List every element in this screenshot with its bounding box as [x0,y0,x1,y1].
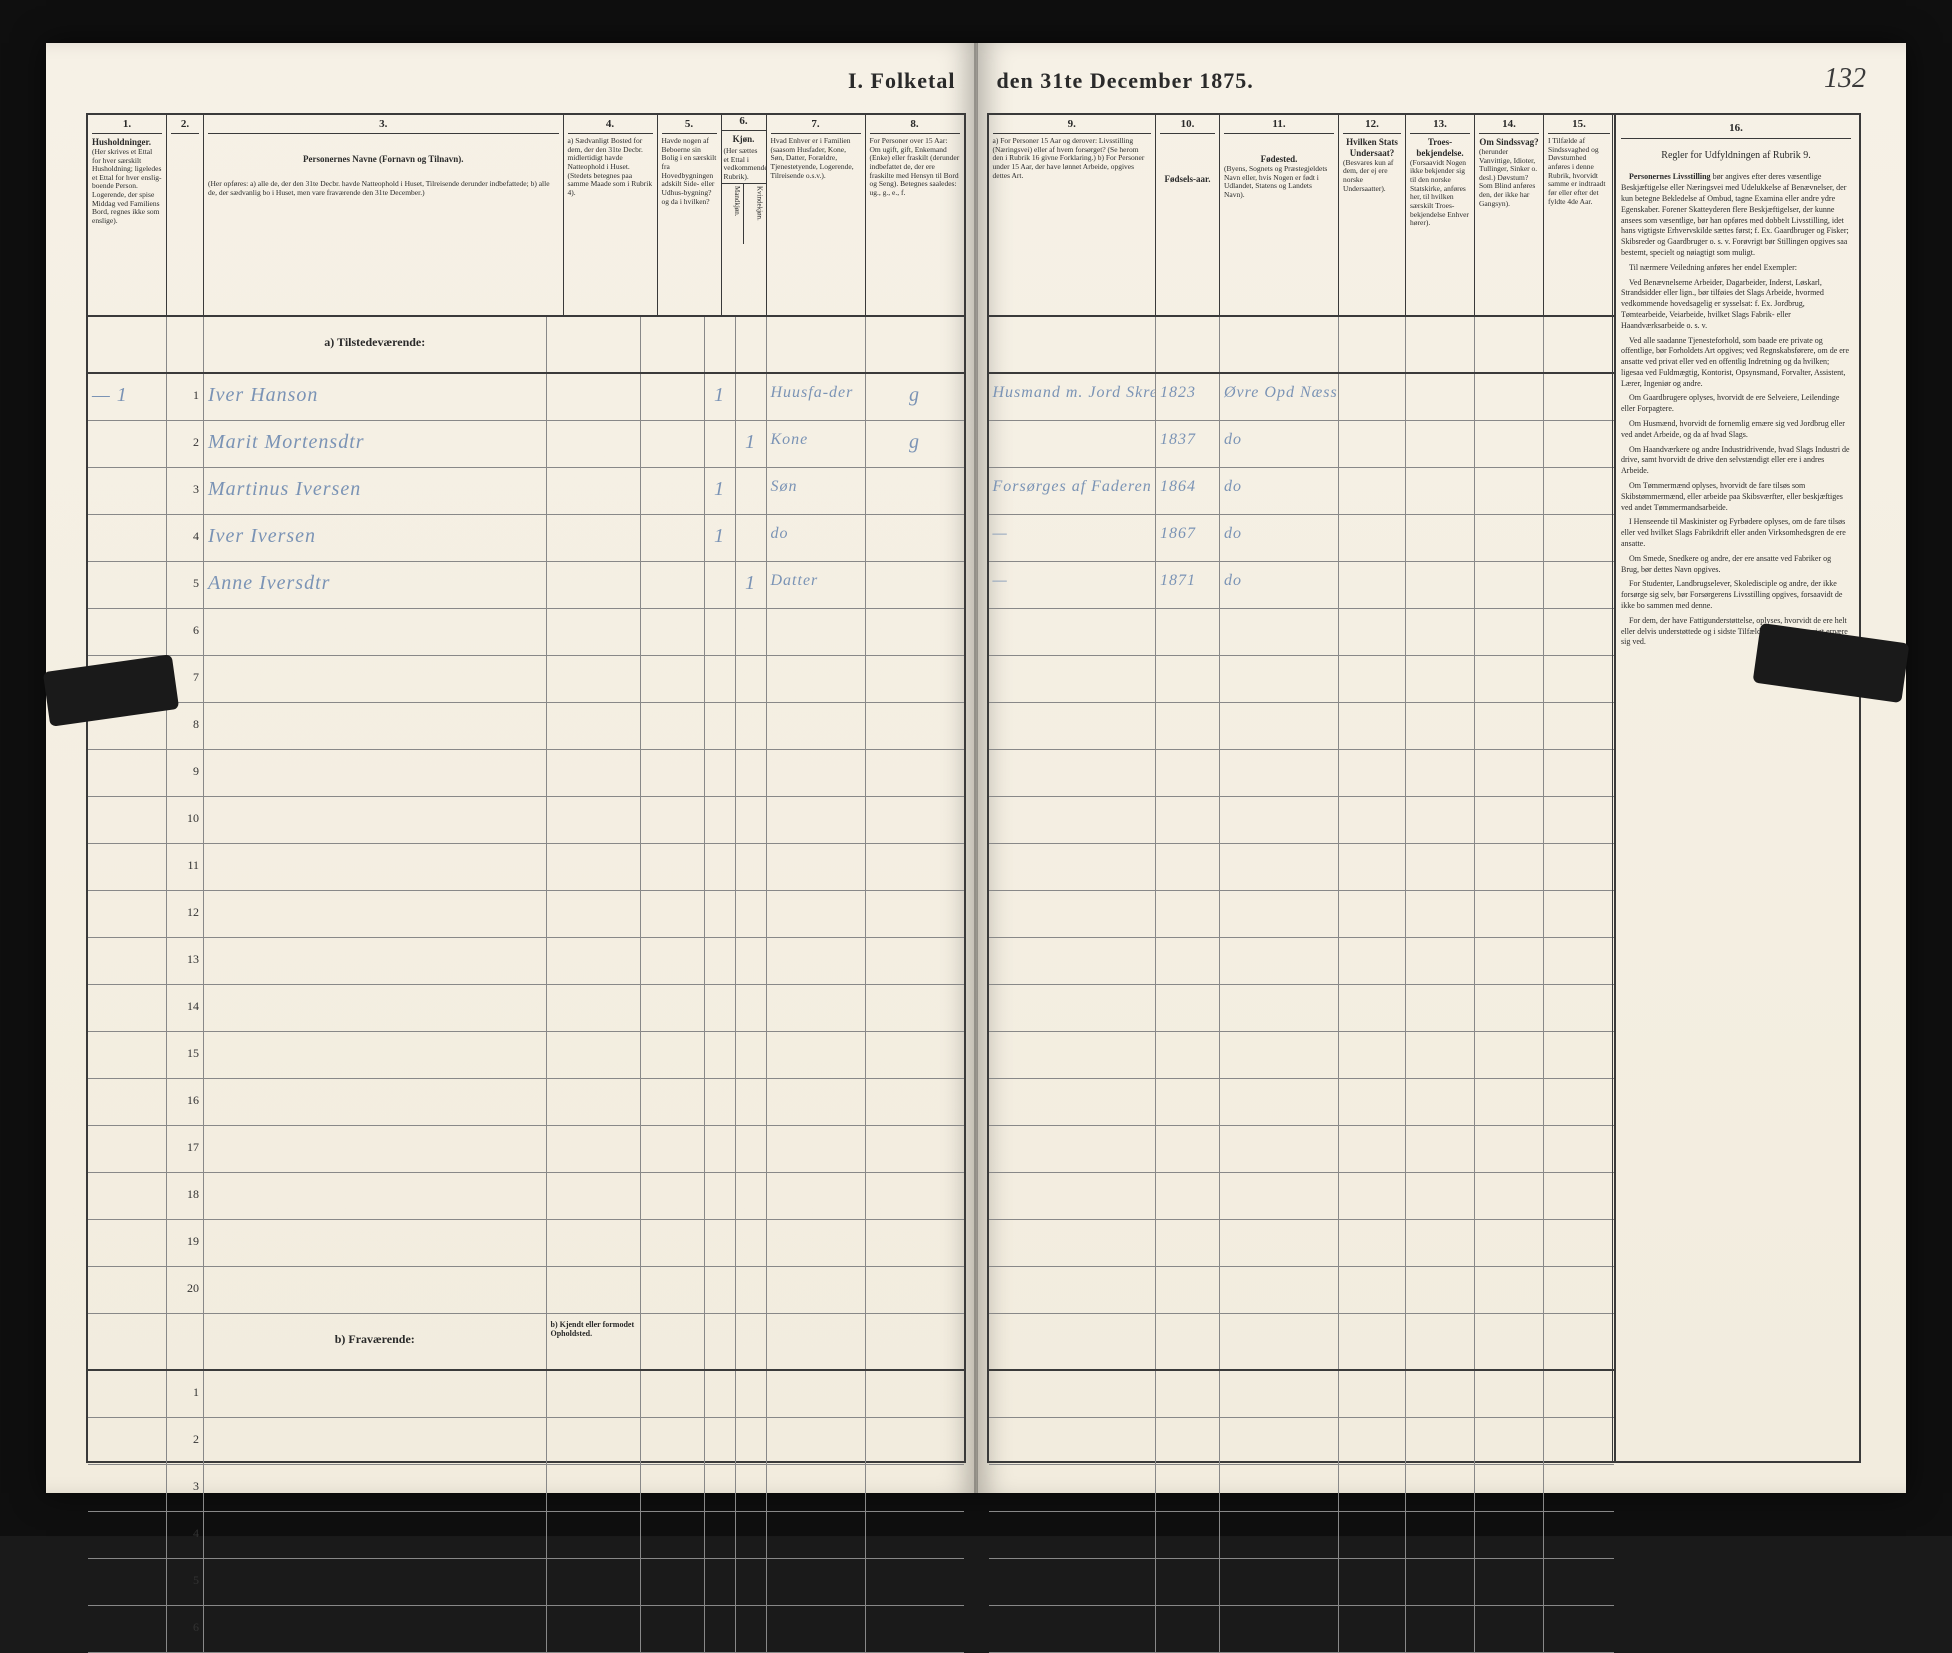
col-9-header: 9. a) For Personer 15 Aar og derover: Li… [989,115,1157,315]
table-row: Forsørges af Faderen 1864 do [989,468,1615,515]
table-row-empty [989,609,1615,656]
table-row-empty: 13 [88,938,964,985]
table-row-empty [989,1079,1615,1126]
col-6-header: 6. Kjøn. (Her sættes et Ettal i vedkomme… [722,115,767,315]
ledger-right: 9. a) For Personer 15 Aar og derover: Li… [987,113,1617,1463]
table-row-empty [989,1126,1615,1173]
table-row-empty [989,1267,1615,1314]
table-row-empty [989,844,1615,891]
left-page: I. Folketal 1. Husholdninger. (Her skriv… [46,43,977,1493]
col-13-header: 13. Troes-bekjendelse. (Forsaavidt Nogen… [1406,115,1475,315]
name-cell: Iver Iversen [204,515,547,561]
table-row-empty [989,750,1615,797]
instr-heading: Personernes Livsstilling [1629,172,1711,181]
table-row-empty [989,1559,1615,1606]
instr-p4: Ved alle saadanne Tjenesteforhold, som b… [1621,336,1851,390]
table-row-empty: 17 [88,1126,964,1173]
instr-p11: For Studenter, Landbrugselever, Skoledis… [1621,579,1851,611]
instr-p2: Til nærmere Veiledning anføres her endel… [1621,263,1851,274]
instr-p9: I Henseende til Maskinister og Fyrbødere… [1621,517,1851,549]
col-14-header: 14. Om Sindssvag? (herunder Vanvittige, … [1475,115,1544,315]
table-row-empty: 7 [88,656,964,703]
table-row-empty: 2 [88,1418,964,1465]
table-row-empty [989,703,1615,750]
document-title-left: I. Folketal [848,68,956,94]
table-row-empty: 10 [88,797,964,844]
col-6b-label: Kvindekjøn. [744,184,766,244]
instr-p6: Om Husmænd, hvorvidt de fornemlig ernære… [1621,419,1851,441]
instr-p3: Ved Benævnelserne Arbeider, Dagarbeider,… [1621,278,1851,332]
col-8-header: 8. For Personer over 15 Aar: Om ugift, g… [866,115,964,315]
table-row: — 1871 do [989,562,1615,609]
col-15-header: 15. I Tilfælde af Sindssvaghed og Døvstu… [1544,115,1614,315]
page-number: 132 [1824,63,1866,95]
table-row-empty [989,1173,1615,1220]
table-row-empty: 14 [88,985,964,1032]
name-cell: Martinus Iversen [204,468,547,514]
name-cell: Marit Mortensdtr [204,421,547,467]
section-b-header: b) Fraværende: b) Kjendt eller formodet … [88,1314,964,1371]
table-row-empty [989,1032,1615,1079]
table-row-empty: 9 [88,750,964,797]
table-row: Husmand m. Jord Skredder 1823 Øvre Opd N… [989,374,1615,421]
table-row: 1837 do [989,421,1615,468]
table-row-empty: 18 [88,1173,964,1220]
header-row-right: 9. a) For Personer 15 Aar og derover: Li… [989,115,1615,317]
table-row-empty [989,891,1615,938]
table-row-empty: 16 [88,1079,964,1126]
instructions-column: 16. Regler for Udfyldningen af Rubrik 9.… [1612,113,1861,1463]
right-page: den 31te December 1875. 132 9. a) For Pe… [977,43,1907,1493]
table-row-empty [989,938,1615,985]
col-7-header: 7. Hvad Enhver er i Familien (saasom Hus… [767,115,866,315]
col-11-header: 11. Fødested. (Byens, Sognets og Præsteg… [1220,115,1339,315]
table-row-empty: 5 [88,1559,964,1606]
table-row-empty: 6 [88,609,964,656]
col-3-header: 3. Personernes Navne (Fornavn og Tilnavn… [204,115,564,315]
col-5-header: 5. Havde nogen af Beboerne sin Bolig i e… [658,115,722,315]
table-row-empty: 19 [88,1220,964,1267]
table-row-empty: 11 [88,844,964,891]
table-row: 4 Iver Iversen 1 do [88,515,964,562]
table-row-empty: 6 [88,1606,964,1653]
table-row-empty [989,656,1615,703]
table-row: 2 Marit Mortensdtr 1 Kone g [88,421,964,468]
instr-p10: Om Smede, Snedkere og andre, der ere ans… [1621,554,1851,576]
col-10-header: 10. Fødsels-aar. [1156,115,1220,315]
name-cell: Iver Hanson [204,374,547,420]
col-12-header: 12. Hvilken Stats Undersaat? (Besvares k… [1339,115,1406,315]
header-row-left: 1. Husholdninger. (Her skrives et Ettal … [88,115,964,317]
table-row: 3 Martinus Iversen 1 Søn [88,468,964,515]
col-6a-label: Mandkjøn. [722,184,745,244]
table-row-empty: 3 [88,1465,964,1512]
col-4-header: 4. a) Sædvanligt Bosted for dem, der den… [564,115,658,315]
table-row-empty: 20 [88,1267,964,1314]
table-row-empty: 1 [88,1371,964,1418]
col-16-title: Regler for Udfyldningen af Rubrik 9. [1621,149,1851,163]
section-a-header-right [989,317,1615,374]
name-cell: Anne Iversdtr [204,562,547,608]
document-title-right: den 31te December 1875. [997,68,1254,94]
instr-p7: Om Haandværkere og andre Industridrivend… [1621,445,1851,477]
col-2-header: 2. [167,115,204,315]
table-row-empty [989,1606,1615,1653]
table-row: — 1867 do [989,515,1615,562]
ledger-left: 1. Husholdninger. (Her skrives et Ettal … [86,113,966,1463]
table-row: — 1 1 Iver Hanson 1 Huusfa-der g [88,374,964,421]
section-b-header-right [989,1314,1615,1371]
table-row-empty [989,797,1615,844]
table-row-empty: 12 [88,891,964,938]
table-row: 5 Anne Iversdtr 1 Datter [88,562,964,609]
instr-p8: Om Tømmermænd oplyses, hvorvidt de fare … [1621,481,1851,513]
table-row-empty [989,1371,1615,1418]
instr-p1: bør angives efter deres væsentlige Beskj… [1621,172,1849,257]
table-row-empty: 8 [88,703,964,750]
table-row-empty [989,1418,1615,1465]
table-row-empty [989,1220,1615,1267]
section-a-header: a) Tilstedeværende: [88,317,964,374]
table-row-empty [989,985,1615,1032]
col-1-header: 1. Husholdninger. (Her skrives et Ettal … [88,115,167,315]
table-row-empty [989,1465,1615,1512]
table-row-empty: 15 [88,1032,964,1079]
instr-p5: Om Gaardbrugere oplyses, hvorvidt de ere… [1621,393,1851,415]
